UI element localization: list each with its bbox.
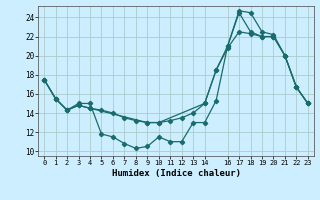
- X-axis label: Humidex (Indice chaleur): Humidex (Indice chaleur): [111, 169, 241, 178]
